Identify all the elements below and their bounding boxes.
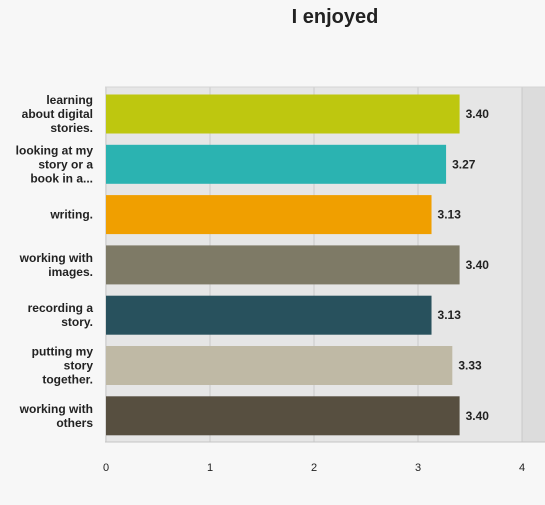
plot-overflow-region	[522, 87, 545, 442]
x-tick-label: 3	[415, 462, 421, 474]
bar	[106, 396, 460, 436]
bar	[106, 195, 432, 235]
x-tick-label: 4	[519, 462, 525, 474]
x-tick-label: 2	[311, 462, 317, 474]
value-label: 3.27	[452, 157, 476, 171]
bar	[106, 346, 453, 385]
category-label: learning about digital stories.	[22, 93, 93, 135]
category-label: recording a story.	[28, 301, 94, 329]
bar	[106, 295, 432, 335]
chart-title: I enjoyed	[291, 6, 379, 28]
bar	[106, 245, 460, 285]
category-label: looking at my story or a book in a...	[16, 143, 94, 185]
value-label: 3.33	[458, 359, 482, 373]
value-label: 3.13	[438, 208, 462, 222]
value-label: 3.40	[466, 409, 490, 423]
bar	[106, 144, 447, 184]
category-label: working with images.	[19, 251, 93, 279]
category-label: writing.	[49, 208, 93, 222]
x-tick-label: 1	[207, 462, 213, 474]
bar	[106, 94, 460, 134]
value-label: 3.13	[438, 308, 462, 322]
category-label: putting my story together.	[32, 345, 94, 387]
x-tick-label: 0	[103, 462, 109, 474]
category-label: working with others	[19, 402, 94, 430]
value-label: 3.40	[466, 107, 490, 121]
value-label: 3.40	[466, 258, 490, 272]
